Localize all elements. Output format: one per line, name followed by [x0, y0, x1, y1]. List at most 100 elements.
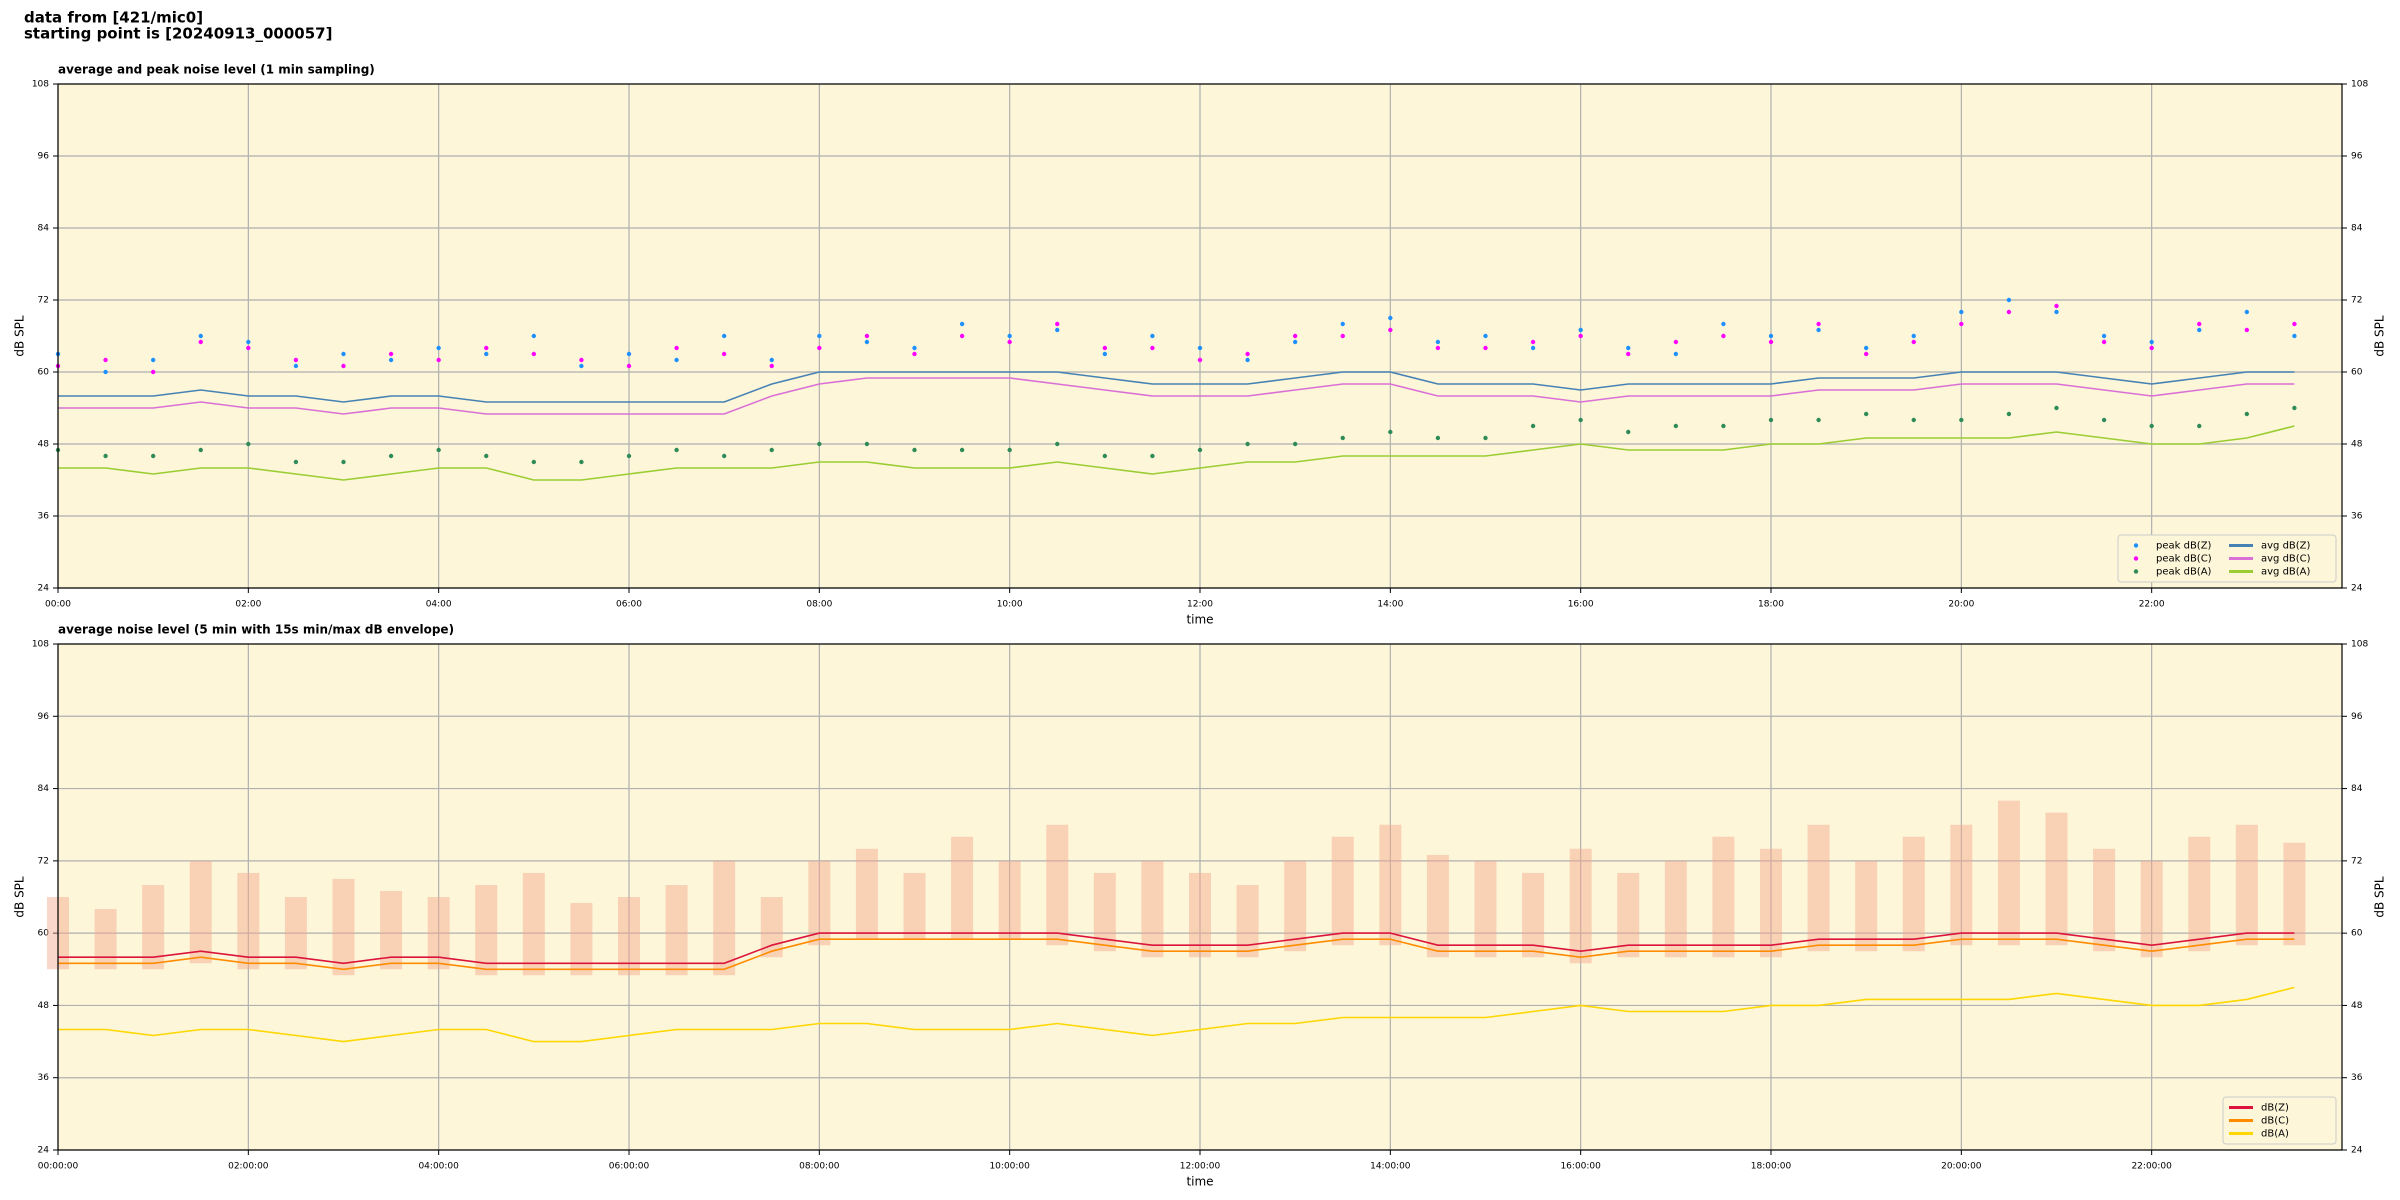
peak-marker	[1673, 423, 1679, 429]
peak-marker	[1340, 321, 1345, 327]
peak-marker	[1530, 345, 1536, 351]
peak-marker	[103, 369, 108, 375]
peak-marker	[150, 453, 156, 459]
x-tick-label: 22:00	[2139, 600, 2165, 610]
peak-marker	[959, 333, 965, 339]
peak-marker	[1340, 333, 1345, 339]
peak-marker	[1959, 309, 1964, 315]
chart-title: average noise level (5 min with 15s min/…	[58, 623, 454, 637]
y2-tick-label: 24	[2351, 584, 2363, 594]
x-tick-label: 06:00:00	[609, 1162, 650, 1172]
peak-marker	[1911, 339, 1916, 345]
y2-tick-label: 96	[2351, 712, 2363, 722]
peak-marker	[674, 345, 679, 351]
y-tick-label: 60	[38, 929, 50, 939]
peak-marker	[1863, 345, 1869, 351]
y2-tick-label: 48	[2351, 440, 2363, 450]
header-line: starting point is [20240913_000057]	[24, 25, 332, 43]
series-line	[58, 932, 2295, 965]
x-tick-label: 02:00:00	[228, 1162, 269, 1172]
peak-marker	[1102, 351, 1108, 357]
peak-marker	[2292, 321, 2297, 327]
peak-marker	[1483, 435, 1488, 441]
y2-tick-label: 60	[2351, 368, 2363, 378]
legend-swatch	[2133, 569, 2139, 574]
peak-marker	[1292, 333, 1298, 339]
peak-marker	[579, 363, 584, 369]
peak-marker	[1102, 345, 1108, 351]
x-tick-label: 12:00:00	[1180, 1162, 1221, 1172]
peak-marker	[1626, 351, 1631, 357]
peak-marker	[2101, 417, 2107, 423]
peak-marker	[2197, 327, 2202, 333]
legend-label: dB(A)	[2261, 1129, 2289, 1140]
peak-marker	[769, 357, 774, 363]
peak-marker	[721, 333, 727, 339]
x-tick-label: 04:00	[426, 600, 452, 610]
y-axis-label: dB SPL	[13, 876, 27, 918]
peak-marker	[1768, 417, 1774, 423]
peak-marker	[388, 453, 394, 459]
peak-marker	[150, 357, 156, 363]
peak-marker	[912, 351, 917, 357]
y2-tick-label: 60	[2351, 929, 2363, 939]
peak-marker	[864, 333, 870, 339]
chart: average and peak noise level (1 min samp…	[13, 63, 2387, 627]
y-tick-label: 96	[38, 152, 50, 162]
peak-marker	[674, 357, 679, 363]
x-axis-label: time	[1186, 1175, 1213, 1189]
peak-marker	[1959, 321, 1964, 327]
peak-marker	[1292, 441, 1298, 447]
legend-label: avg dB(Z)	[2261, 541, 2311, 552]
peak-marker	[1055, 327, 1060, 333]
y2-tick-label: 108	[2351, 80, 2368, 90]
peak-marker	[103, 357, 108, 363]
x-tick-label: 08:00:00	[799, 1162, 840, 1172]
peak-marker	[103, 453, 108, 459]
x-tick-label: 20:00:00	[1941, 1162, 1982, 1172]
y2-tick-label: 72	[2351, 296, 2362, 306]
legend-swatch	[2133, 556, 2139, 561]
peak-marker	[1150, 453, 1155, 459]
peak-marker	[388, 357, 394, 363]
peak-marker	[912, 345, 917, 351]
x-tick-label: 14:00	[1377, 600, 1403, 610]
peak-marker	[1816, 417, 1821, 423]
chart-title: average and peak noise level (1 min samp…	[58, 63, 375, 77]
y2-tick-label: 96	[2351, 152, 2363, 162]
plot-frame	[57, 643, 2343, 1151]
peak-marker	[2197, 423, 2202, 429]
y-tick-label: 24	[38, 584, 50, 594]
peak-marker	[2006, 297, 2012, 303]
peak-marker	[674, 447, 679, 453]
header-line: data from [421/mic0]	[24, 9, 203, 27]
peak-marker	[1721, 333, 1726, 339]
peak-marker	[864, 441, 870, 447]
y-tick-label: 72	[38, 856, 49, 866]
peak-marker	[1959, 417, 1964, 423]
peak-marker	[1197, 345, 1203, 351]
series-line	[58, 938, 2295, 971]
peak-marker	[198, 333, 203, 339]
peak-marker	[1435, 435, 1441, 441]
peak-marker	[1911, 333, 1916, 339]
peak-marker	[293, 459, 299, 465]
peak-marker	[1530, 339, 1536, 345]
peak-marker	[198, 339, 203, 345]
x-tick-label: 04:00:00	[418, 1162, 459, 1172]
peak-marker	[959, 321, 965, 327]
legend-label: dB(Z)	[2261, 1103, 2289, 1114]
peak-marker	[1435, 339, 1441, 345]
series-line	[58, 986, 2295, 1043]
peak-marker	[1340, 435, 1345, 441]
x-tick-label: 10:00:00	[989, 1162, 1030, 1172]
peak-marker	[959, 447, 965, 453]
y2-axis-label: dB SPL	[2373, 876, 2387, 918]
y2-tick-label: 108	[2351, 640, 2368, 650]
peak-marker	[531, 333, 537, 339]
peak-marker	[2292, 333, 2297, 339]
peak-marker	[1007, 333, 1012, 339]
y-tick-label: 48	[38, 440, 50, 450]
peak-marker	[2101, 333, 2107, 339]
y2-tick-label: 48	[2351, 1001, 2363, 1011]
